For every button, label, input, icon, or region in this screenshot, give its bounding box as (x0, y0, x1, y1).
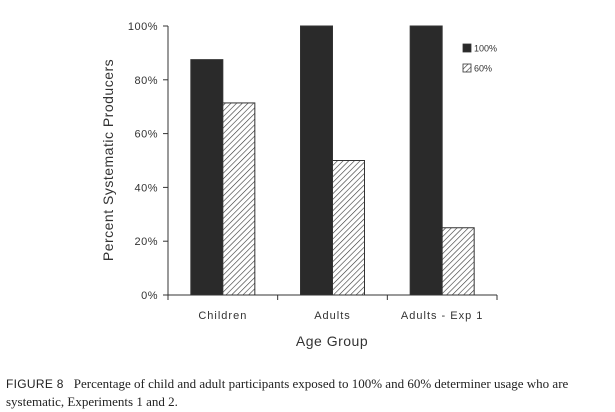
legend-swatch (462, 63, 472, 73)
legend-label: 60% (474, 64, 492, 74)
y-tick-label: 80% (134, 75, 158, 87)
y-tick-label: 20% (134, 236, 158, 248)
bars-group (190, 25, 475, 296)
bar-chart: 0% 20% 40% 60% 80% 100% Children Adults Adults … (100, 21, 498, 349)
bar-series-60 (441, 227, 475, 296)
figure-caption: FIGURE 8 Percentage of child and adult pa… (6, 375, 611, 410)
axes-group (167, 26, 497, 296)
legend-swatch (462, 43, 472, 53)
x-axis-title: Age Group (296, 333, 368, 349)
legend: 100% 60% (462, 43, 497, 74)
y-tick-label: 0% (141, 290, 158, 302)
x-category-label: Adults (314, 310, 351, 322)
x-category-label: Adults - Exp 1 (401, 310, 483, 322)
bar-series-100 (300, 25, 333, 296)
x-ticks-group: Children Adults Adults - Exp 1 (167, 295, 498, 322)
y-tick-label: 100% (128, 21, 158, 33)
y-ticks-group: 0% 20% 40% 60% 80% 100% (128, 21, 168, 302)
bar-series-100 (190, 59, 224, 296)
figure-caption-text: Percentage of child and adult participan… (6, 376, 569, 409)
bar-series-60 (332, 160, 365, 296)
y-tick-label: 60% (134, 129, 158, 141)
bar-series-60 (222, 102, 256, 296)
y-tick-label: 40% (134, 182, 158, 194)
bar-series-100 (409, 25, 443, 296)
y-axis-title: Percent Systematic Producers (100, 59, 116, 261)
figure-label: FIGURE 8 (6, 377, 64, 391)
x-category-label: Children (198, 310, 247, 322)
legend-label: 100% (474, 44, 497, 54)
